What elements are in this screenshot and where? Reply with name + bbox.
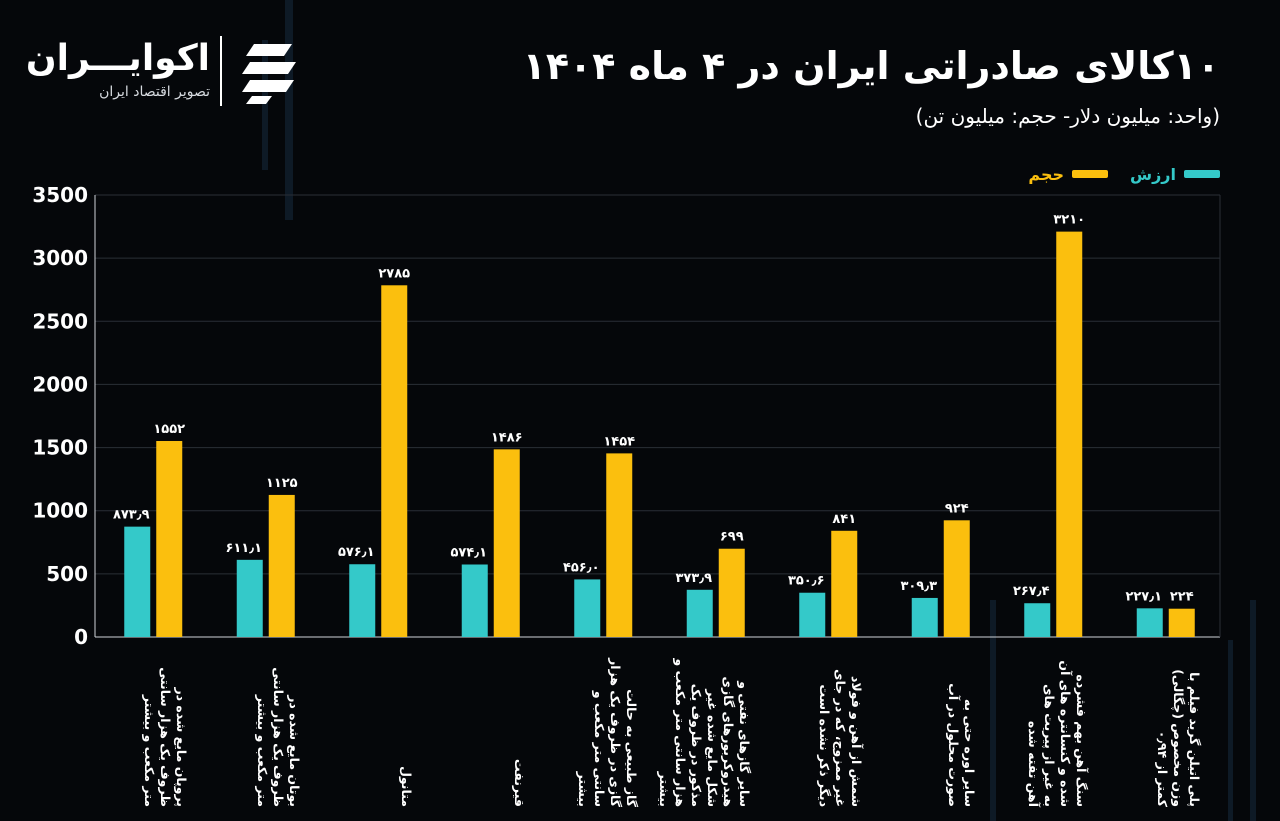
- x-tick-label: متانول: [399, 766, 415, 807]
- legend-label-value: ارزش: [1130, 164, 1176, 184]
- bar-volume: [831, 530, 858, 637]
- data-label-value: ۲۶۷٫۴: [1013, 584, 1050, 599]
- y-tick-label: 0: [74, 625, 88, 649]
- legend-item-value: ارزش: [1130, 165, 1220, 184]
- legend-swatch-value: [1184, 170, 1220, 178]
- data-label-value: ۳۷۳٫۹: [675, 571, 712, 586]
- data-label-volume: ۶۹۹: [720, 530, 744, 545]
- bar-value: [124, 526, 151, 637]
- background-decor: [262, 40, 268, 170]
- data-label-value: ۸۷۳٫۹: [113, 508, 150, 523]
- chart-title: ۱۰کالای صادراتی ایران در ۴ ماه ۱۴۰۴: [522, 44, 1220, 88]
- bar-volume: [1056, 231, 1083, 637]
- data-label-value: ۲۲۷٫۱: [1125, 589, 1162, 604]
- legend-item-volume: حجم: [1028, 164, 1109, 184]
- bar-value: [574, 579, 601, 637]
- background-decor: [1250, 600, 1256, 821]
- x-tick-label: قیرنفت: [511, 759, 527, 807]
- bar-value: [349, 564, 376, 637]
- x-tick-label: پروپان مایع شده در ظروف یک هزار سانتی مت…: [142, 667, 190, 807]
- bar-value: [1024, 603, 1051, 637]
- bar-volume: [718, 548, 745, 637]
- logo-mark-icon: [242, 44, 296, 104]
- data-label-value: ۵۷۶٫۱: [338, 545, 375, 560]
- legend-label-volume: حجم: [1028, 164, 1065, 184]
- x-tick-label: گاز طبیعی به حالت گازی در ظروف یک هزار س…: [576, 658, 640, 807]
- bar-value: [236, 559, 263, 637]
- bar-volume: [943, 520, 970, 637]
- background-decor: [1228, 640, 1233, 821]
- bar-volume: [606, 453, 633, 637]
- data-label-volume: ۸۴۱: [832, 512, 856, 527]
- bar-value: [686, 589, 713, 637]
- logo: اکوایـــران تصویر اقتصاد ایران: [25, 32, 310, 112]
- data-label-volume: ۹۲۴: [945, 501, 969, 516]
- y-tick-label: 1000: [32, 499, 88, 523]
- background-decor: [990, 600, 996, 821]
- data-label-volume: ۲۲۴: [1170, 590, 1194, 605]
- bar-value: [461, 564, 488, 637]
- x-tick-label: سایر گازهای نفتی و هیدروکربورهای گازی شک…: [656, 658, 752, 807]
- x-tick-label: پلی اتیلن گرید فیلم با وزن مخصوص (چگالی)…: [1154, 669, 1202, 807]
- bar-value: [1136, 608, 1163, 637]
- x-tick-label: بوتان مایع شده در ظروف یک هزار سانتی متر…: [254, 667, 302, 807]
- data-label-value: ۳۰۹٫۳: [900, 579, 937, 594]
- data-label-value: ۵۷۴٫۱: [450, 545, 487, 560]
- bar-volume: [156, 441, 183, 637]
- x-tick-label: سایر اوره حتی به صورت محلول در آب: [945, 683, 977, 807]
- data-label-volume: ۱۴۵۴: [603, 434, 635, 449]
- x-tick-label: شمش از آهن و فولاد غیر ممزوج، که در جای …: [817, 669, 865, 807]
- data-label-volume: ۱۵۵۲: [153, 422, 185, 437]
- logo-name: اکوایـــران: [25, 38, 210, 79]
- y-tick-label: 3000: [32, 246, 88, 270]
- bar-volume: [381, 285, 408, 637]
- data-label-volume: ۱۴۸۶: [491, 430, 523, 445]
- logo-separator: [220, 36, 222, 106]
- data-label-value: ۶۱۱٫۱: [225, 541, 262, 556]
- chart-subtitle: (واحد: میلیون دلار- حجم: میلیون تن): [915, 104, 1220, 128]
- data-label-volume: ۲۷۸۵: [378, 266, 410, 281]
- data-label-volume: ۱۱۲۵: [266, 476, 298, 491]
- bar-volume: [1168, 608, 1195, 637]
- bar-value: [799, 592, 826, 637]
- y-tick-label: 2500: [32, 309, 88, 333]
- background-decor: [285, 0, 293, 220]
- legend-swatch-volume: [1072, 170, 1109, 178]
- logo-tagline: تصویر اقتصاد ایران: [99, 84, 210, 100]
- data-label-value: ۳۵۰٫۶: [788, 574, 825, 589]
- bar-volume: [493, 449, 520, 637]
- bar-value: [911, 597, 938, 637]
- legend: ارزش حجم: [1006, 162, 1220, 186]
- y-tick-label: 3500: [32, 183, 88, 207]
- y-tick-label: 2000: [32, 372, 88, 396]
- data-label-volume: ۳۲۱۰: [1053, 213, 1085, 228]
- data-label-value: ۴۵۶٫۰: [563, 560, 600, 575]
- y-tick-label: 1500: [32, 436, 88, 460]
- bar-volume: [268, 494, 295, 637]
- y-tick-label: 500: [46, 562, 88, 586]
- x-tick-label: سنگ آهن بهم فشرده شده و کنسانتره های آن …: [1026, 660, 1090, 807]
